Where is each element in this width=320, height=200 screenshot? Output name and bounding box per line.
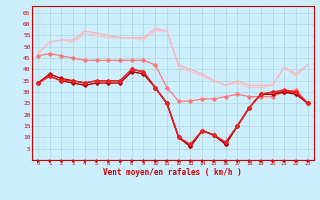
- X-axis label: Vent moyen/en rafales ( km/h ): Vent moyen/en rafales ( km/h ): [103, 168, 242, 177]
